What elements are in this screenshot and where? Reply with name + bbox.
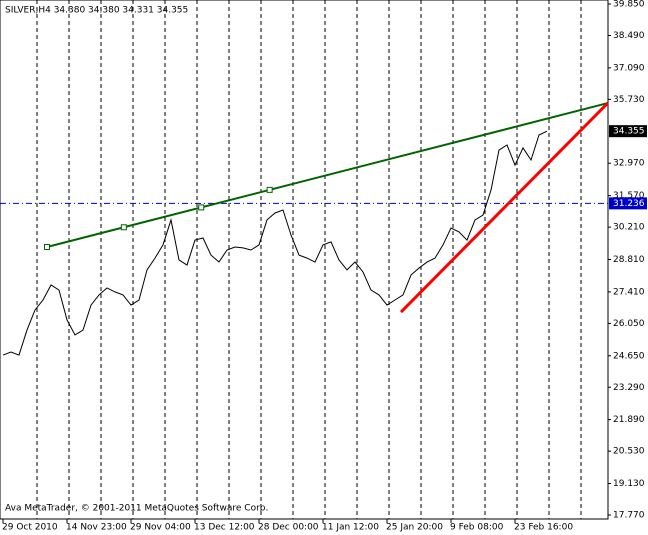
trendline-anchor bbox=[198, 204, 205, 211]
x-tick-label: 9 Feb 08:00 bbox=[450, 523, 504, 533]
x-tick-label: 13 Dec 12:00 bbox=[194, 523, 255, 533]
y-tick-label: 30.210 bbox=[613, 223, 645, 233]
y-tick-label: 23.290 bbox=[613, 383, 645, 393]
y-tick-label: 35.730 bbox=[613, 95, 645, 105]
x-tick-label: 23 Feb 16:00 bbox=[514, 523, 573, 533]
x-tick-label: 25 Jan 20:00 bbox=[386, 523, 443, 533]
y-tick-label: 39.850 bbox=[613, 0, 645, 10]
y-tick-label: 21.890 bbox=[613, 415, 645, 425]
price-label-box bbox=[609, 197, 647, 210]
x-tick-label: 29 Oct 2010 bbox=[2, 523, 58, 533]
y-tick-label: 31.570 bbox=[613, 191, 645, 201]
y-tick-label: 38.490 bbox=[613, 31, 645, 41]
price-line bbox=[2, 130, 548, 356]
price-label: 31.236 bbox=[613, 199, 645, 209]
y-tick-label: 20.530 bbox=[613, 447, 645, 457]
x-tick-label: 29 Nov 04:00 bbox=[130, 523, 191, 533]
y-tick-label: 17.770 bbox=[613, 511, 645, 521]
trendline-anchor bbox=[266, 186, 273, 193]
y-tick-label: 37.090 bbox=[613, 63, 645, 73]
y-tick-label: 19.130 bbox=[613, 479, 645, 489]
chart-title: SILVER,H4 34.380 34.380 34.331 34.355 bbox=[5, 6, 188, 16]
y-tick-label: 28.810 bbox=[613, 255, 645, 265]
y-tick-label: 24.650 bbox=[613, 351, 645, 361]
price-label: 34.355 bbox=[613, 127, 645, 137]
trendline bbox=[399, 101, 609, 314]
y-tick-label: 26.050 bbox=[613, 319, 645, 329]
footer: Ava MetaTrader, © 2001-2011 MetaQuotes S… bbox=[5, 504, 268, 514]
price-label-box bbox=[609, 125, 647, 138]
trendline bbox=[46, 102, 609, 248]
trendline-anchor bbox=[44, 244, 50, 251]
x-tick-label: 28 Dec 00:00 bbox=[258, 523, 319, 533]
y-tick-label: 32.970 bbox=[613, 159, 645, 169]
trendline-anchor bbox=[120, 224, 127, 231]
y-tick-label: 27.410 bbox=[613, 287, 645, 297]
x-tick-label: 11 Jan 12:00 bbox=[322, 523, 379, 533]
x-tick-label: 14 Nov 23:00 bbox=[66, 523, 127, 533]
